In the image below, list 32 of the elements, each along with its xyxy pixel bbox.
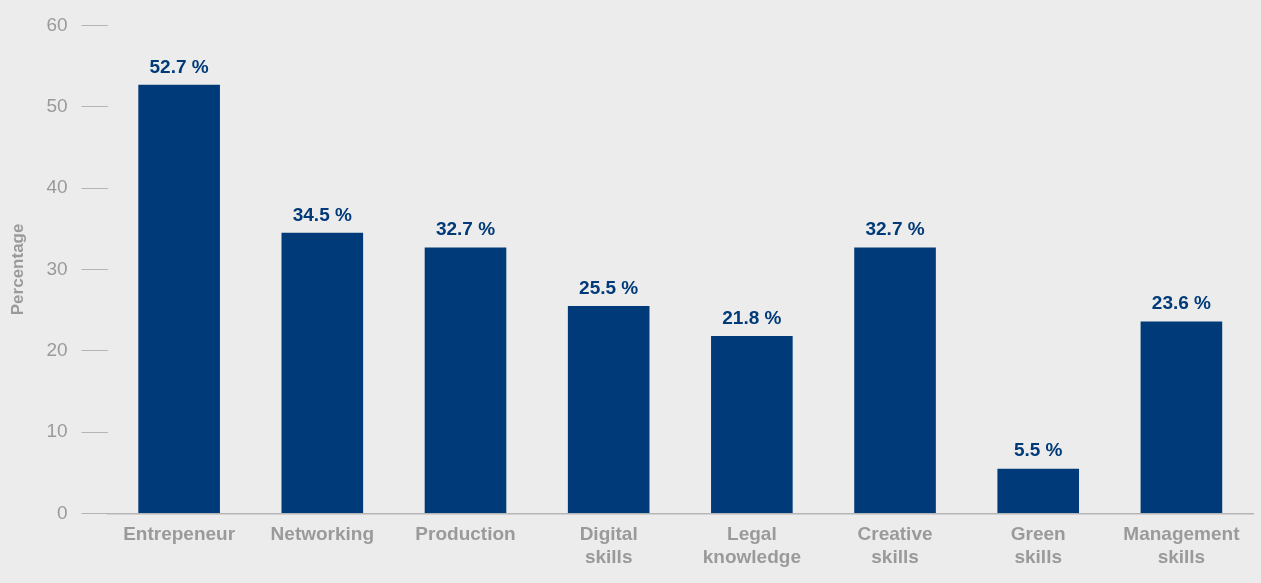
y-tick-label: 30: [46, 257, 68, 279]
bar: [711, 336, 793, 513]
x-tick-label: Production: [415, 523, 516, 545]
bar: [567, 306, 650, 513]
bar: [138, 84, 220, 513]
data-label: 34.5 %: [292, 203, 352, 225]
x-tick-label: Networking: [270, 523, 375, 545]
data-label: 25.5 %: [579, 276, 639, 298]
y-tick-label: 40: [46, 176, 68, 198]
x-tick-label: Creative skills: [857, 523, 933, 567]
data-label: 52.7 %: [149, 55, 209, 77]
y-tick-label: 20: [46, 338, 68, 360]
y-tick-label: 60: [46, 13, 68, 35]
y-tick-label: 0: [56, 501, 68, 523]
data-label: 32.7 %: [865, 218, 925, 240]
y-tick-label: 10: [46, 420, 68, 442]
data-label: 5.5 %: [1013, 439, 1063, 461]
y-tick-label: 50: [46, 94, 68, 116]
bar: [424, 247, 507, 513]
x-tick-label: Legal knowledge: [702, 523, 801, 567]
bar: [997, 468, 1080, 513]
bar: [281, 232, 364, 513]
bar: [854, 247, 936, 513]
x-tick-label: Digital skills: [579, 523, 638, 567]
x-tick-label: Management skills: [1123, 523, 1241, 567]
x-tick-label: Entrepeneur: [123, 523, 236, 545]
bar: [1140, 321, 1223, 513]
data-label: 32.7 %: [435, 218, 496, 240]
data-label: 21.8 %: [722, 306, 782, 328]
y-axis-title: Percentage: [7, 223, 27, 316]
data-label: 23.6 %: [1151, 292, 1212, 314]
x-tick-label: Green skills: [1010, 523, 1066, 567]
